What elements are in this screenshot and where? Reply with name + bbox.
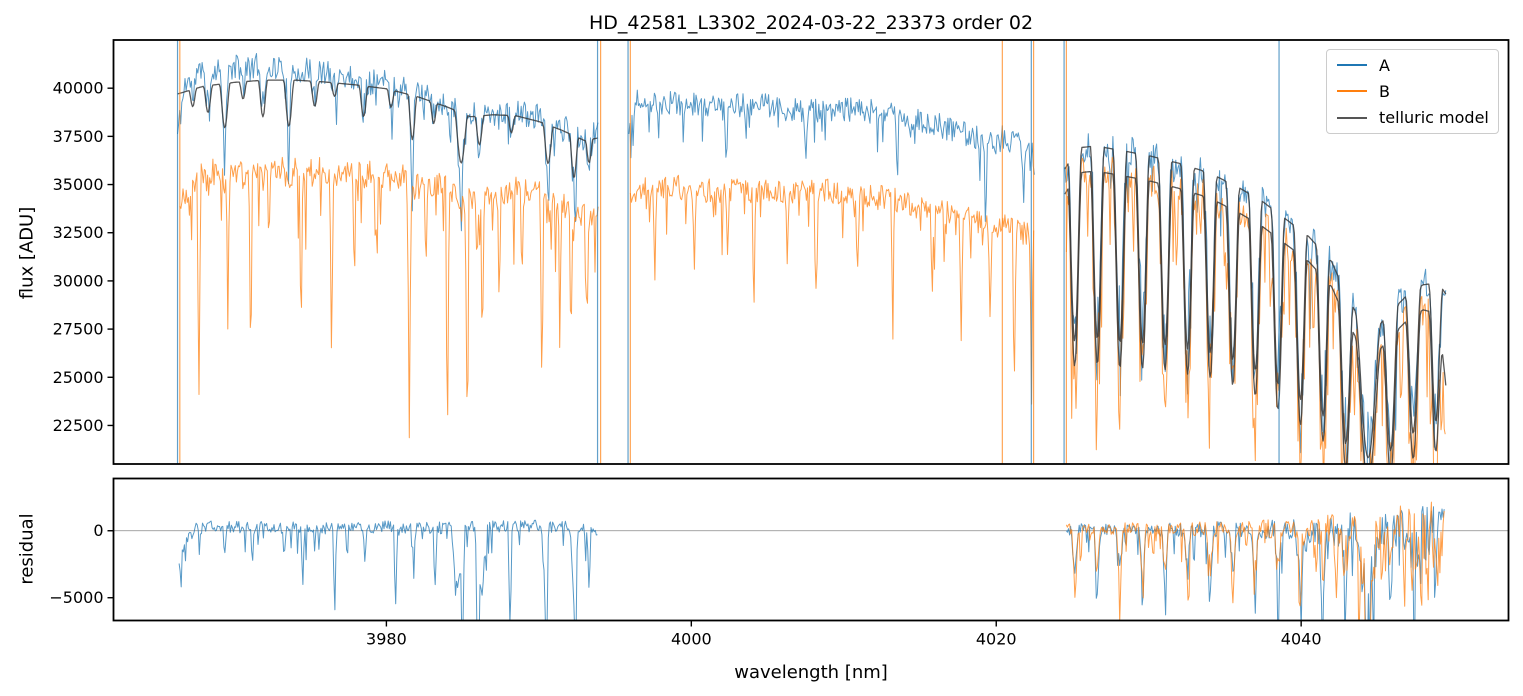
legend-label-telluric: telluric model [1379, 108, 1489, 128]
svg-text:25000: 25000 [53, 368, 104, 387]
svg-text:22500: 22500 [53, 416, 104, 435]
legend-entry-telluric: telluric model [1327, 108, 1498, 127]
flux-axis-label: flux [ADU] [16, 206, 38, 300]
legend-line-telluric [1337, 116, 1367, 119]
legend-label-b: B [1379, 81, 1390, 101]
x-axis-label: wavelength [nm] [734, 662, 888, 683]
svg-text:30000: 30000 [53, 271, 104, 290]
svg-text:0: 0 [93, 521, 103, 540]
legend-line-a [1337, 64, 1367, 67]
svg-text:40000: 40000 [53, 79, 104, 98]
svg-text:4000: 4000 [671, 630, 712, 649]
svg-text:3980: 3980 [366, 630, 407, 649]
legend-entry-b: B [1327, 82, 1498, 101]
legend-label-a: A [1379, 55, 1390, 75]
svg-text:−5000: −5000 [49, 588, 103, 607]
svg-text:4040: 4040 [1281, 630, 1322, 649]
svg-text:27500: 27500 [53, 320, 104, 339]
svg-text:4020: 4020 [976, 630, 1017, 649]
residual-axis-label: residual [16, 513, 38, 585]
legend-box: A B telluric model [1326, 49, 1499, 134]
svg-text:37500: 37500 [53, 127, 104, 146]
svg-text:32500: 32500 [53, 223, 104, 242]
legend-line-b [1337, 90, 1367, 93]
plot-title: HD_42581_L3302_2024-03-22_23373 order 02 [588, 12, 1034, 34]
svg-text:35000: 35000 [53, 175, 104, 194]
legend-entry-a: A [1327, 56, 1498, 75]
